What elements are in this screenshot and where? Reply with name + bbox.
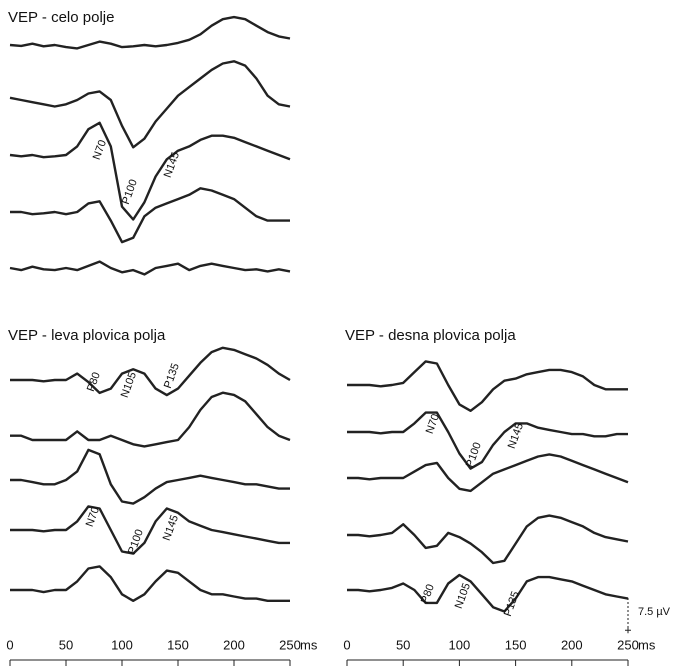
trace [10, 565, 290, 602]
peak-label: P100 [126, 528, 146, 556]
peak-label: N145 [162, 151, 182, 180]
panel-title: VEP - celo polje [8, 9, 114, 26]
x-tick-label: 0 [343, 637, 350, 652]
trace [10, 187, 290, 244]
peak-label: P100 [120, 178, 140, 206]
x-tick-label: 200 [223, 637, 245, 652]
panel-title: VEP - leva plovica polja [8, 327, 166, 344]
trace [9, 260, 291, 276]
x-tick-label: 250 [617, 637, 639, 652]
trace [9, 121, 291, 221]
trace [347, 360, 628, 412]
x-tick-label: 0 [6, 637, 13, 652]
trace [347, 514, 629, 565]
peak-label: N105 [453, 582, 473, 611]
trace [10, 448, 290, 505]
trace [9, 15, 291, 50]
trace [10, 505, 290, 555]
peak-label: P80 [85, 371, 103, 394]
x-tick-label: 150 [167, 637, 189, 652]
x-tick-label: 100 [111, 637, 133, 652]
trace [347, 573, 629, 613]
panel-title: VEP - desna plovica polja [345, 327, 516, 344]
trace [347, 411, 628, 470]
peak-label: N145 [161, 514, 181, 543]
x-axis-label: ms [638, 637, 656, 652]
x-tick-label: 250 [279, 637, 301, 652]
peak-label: P100 [464, 441, 484, 469]
x-tick-label: 100 [449, 637, 471, 652]
peak-label: N145 [506, 422, 526, 451]
x-axis-label: ms [300, 637, 318, 652]
trace [347, 453, 629, 493]
x-tick-label: 50 [59, 637, 73, 652]
scale-bar-label: 7.5 µV [638, 606, 671, 618]
trace [10, 391, 291, 448]
x-tick-label: 150 [505, 637, 527, 652]
peak-label: N70 [91, 138, 109, 161]
x-tick-label: 50 [396, 637, 410, 652]
peak-label: N70 [424, 412, 442, 435]
trace [9, 60, 291, 149]
trace [10, 346, 291, 397]
x-tick-label: 200 [561, 637, 583, 652]
peak-label: P135 [502, 590, 522, 618]
